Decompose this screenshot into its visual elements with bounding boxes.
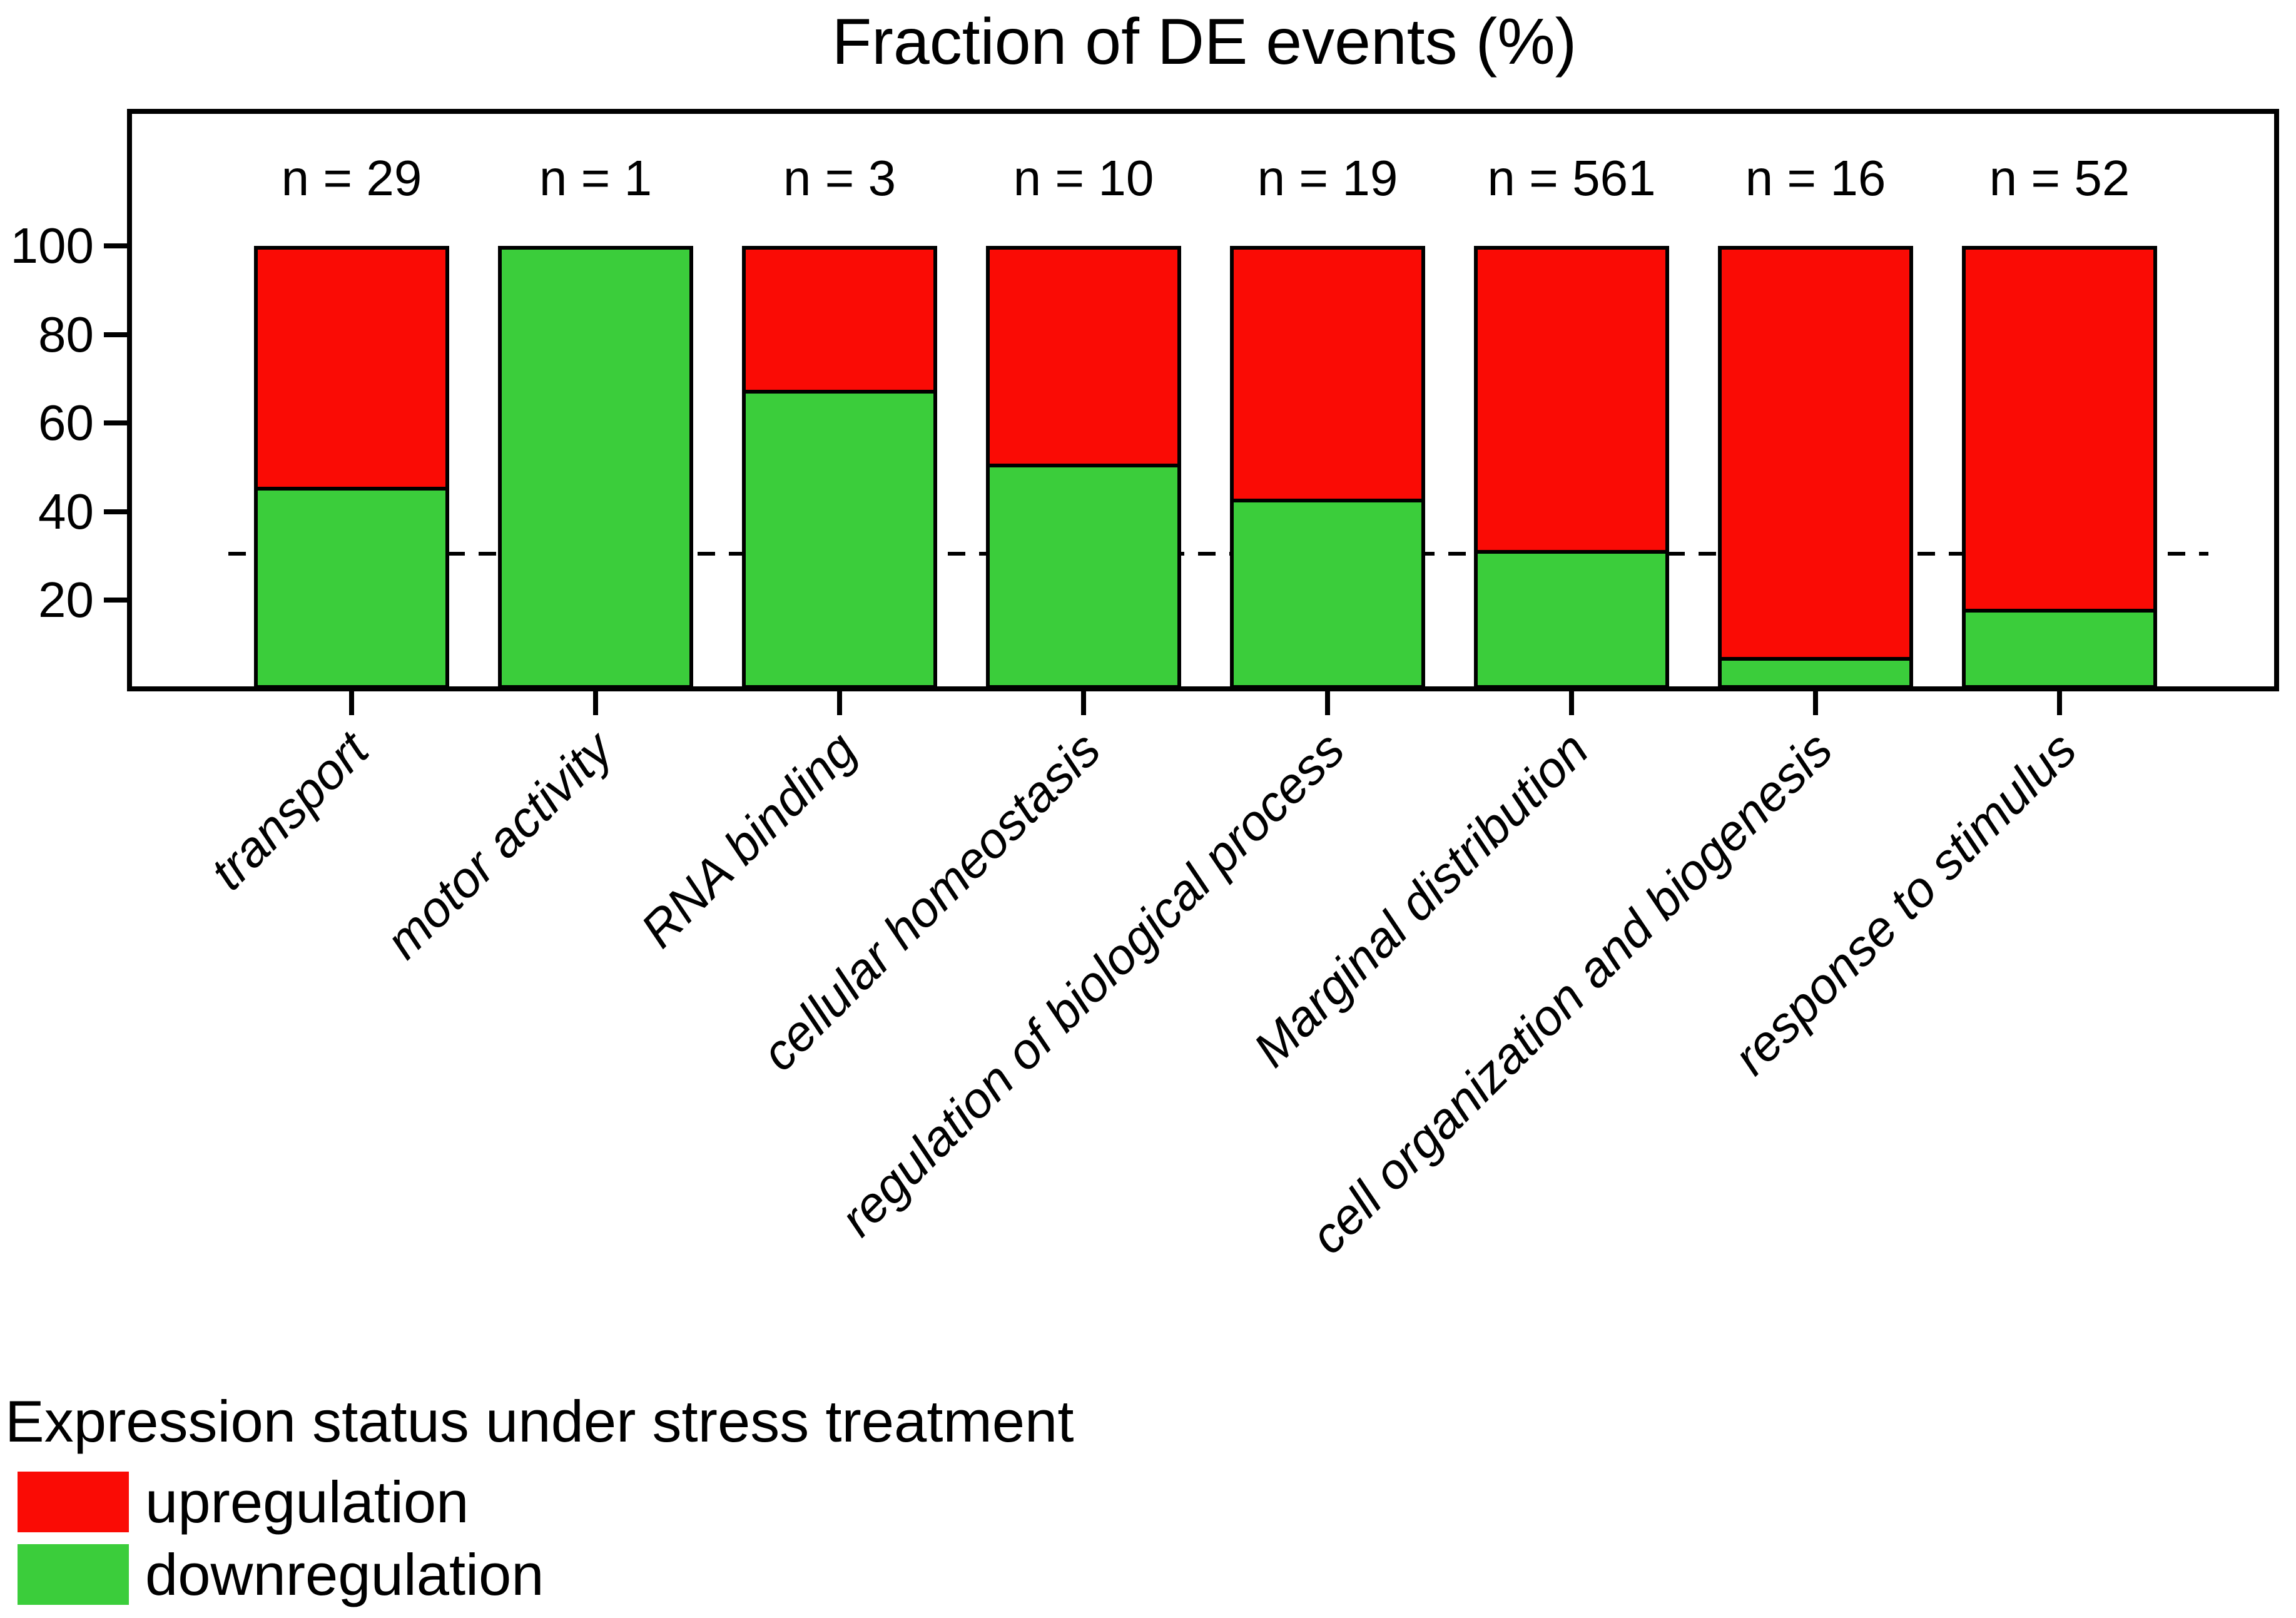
- bar-segment-downregulation: [1230, 502, 1425, 689]
- x-axis-tick: [593, 689, 598, 715]
- bar-count-label: n = 10: [1013, 150, 1154, 206]
- bar-segment-downregulation: [498, 246, 693, 689]
- bar-Marginal-distribution: [1474, 246, 1669, 689]
- bar-segment-downregulation: [1962, 612, 2157, 689]
- x-axis-tick: [1081, 689, 1086, 715]
- y-axis-tick-label: 60: [38, 395, 94, 451]
- bar-segment-upregulation: [1474, 246, 1669, 554]
- legend-swatch-downregulation: [18, 1544, 129, 1605]
- bar-count-label: n = 52: [1989, 150, 2130, 206]
- bar-segment-upregulation: [742, 246, 937, 394]
- bar-count-label: n = 29: [281, 150, 422, 206]
- bar-segment-upregulation: [1718, 246, 1913, 661]
- x-axis-tick: [2057, 689, 2062, 715]
- legend-label-downregulation: downregulation: [145, 1542, 544, 1607]
- bar-segment-upregulation: [1962, 246, 2157, 613]
- bar-segment-downregulation: [1718, 661, 1913, 689]
- bar-count-label: n = 16: [1745, 150, 1886, 206]
- bar-segment-downregulation: [986, 467, 1181, 689]
- bar-segment-upregulation: [1230, 246, 1425, 502]
- bar-count-label: n = 19: [1257, 150, 1398, 206]
- y-axis-tick: [104, 243, 132, 248]
- legend-label-upregulation: upregulation: [145, 1469, 469, 1535]
- bar-response-to-stimulus: [1962, 246, 2157, 689]
- legend-title: Expression status under stress treatment: [5, 1388, 1074, 1454]
- x-axis-tick: [1813, 689, 1818, 715]
- y-axis-tick: [104, 332, 132, 337]
- y-axis-tick: [104, 420, 132, 426]
- bar-segment-downregulation: [254, 490, 449, 689]
- y-axis-tick: [104, 509, 132, 514]
- y-axis-tick-label: 20: [38, 572, 94, 628]
- bar-RNA-binding: [742, 246, 937, 689]
- x-axis-tick: [837, 689, 842, 715]
- bar-regulation-of-biological-process: [1230, 246, 1425, 689]
- plot-area: [127, 109, 2279, 691]
- bar-segment-upregulation: [986, 246, 1181, 467]
- y-axis-tick: [104, 598, 132, 603]
- bar-count-label: n = 561: [1487, 150, 1656, 206]
- bar-segment-downregulation: [1474, 554, 1669, 689]
- bar-cellular-homeostasis: [986, 246, 1181, 689]
- bar-motor-activity: [498, 246, 693, 689]
- x-axis-tick: [1569, 689, 1574, 715]
- y-axis-tick-label: 100: [10, 218, 94, 273]
- bar-segment-downregulation: [742, 393, 937, 689]
- y-axis-tick-label: 40: [38, 483, 94, 539]
- bar-cell-organization-and-biogenesis: [1718, 246, 1913, 689]
- bar-segment-upregulation: [254, 246, 449, 491]
- chart-title: Fraction of DE events (%): [831, 6, 1577, 78]
- x-axis-tick: [1325, 689, 1330, 715]
- bar-count-label: n = 3: [783, 150, 897, 206]
- legend-swatch-upregulation: [18, 1472, 129, 1532]
- bar-count-label: n = 1: [539, 150, 653, 206]
- reference-dashed-line: [228, 552, 2208, 556]
- bar-transport: [254, 246, 449, 689]
- x-axis-tick: [349, 689, 354, 715]
- y-axis-tick-label: 80: [38, 306, 94, 362]
